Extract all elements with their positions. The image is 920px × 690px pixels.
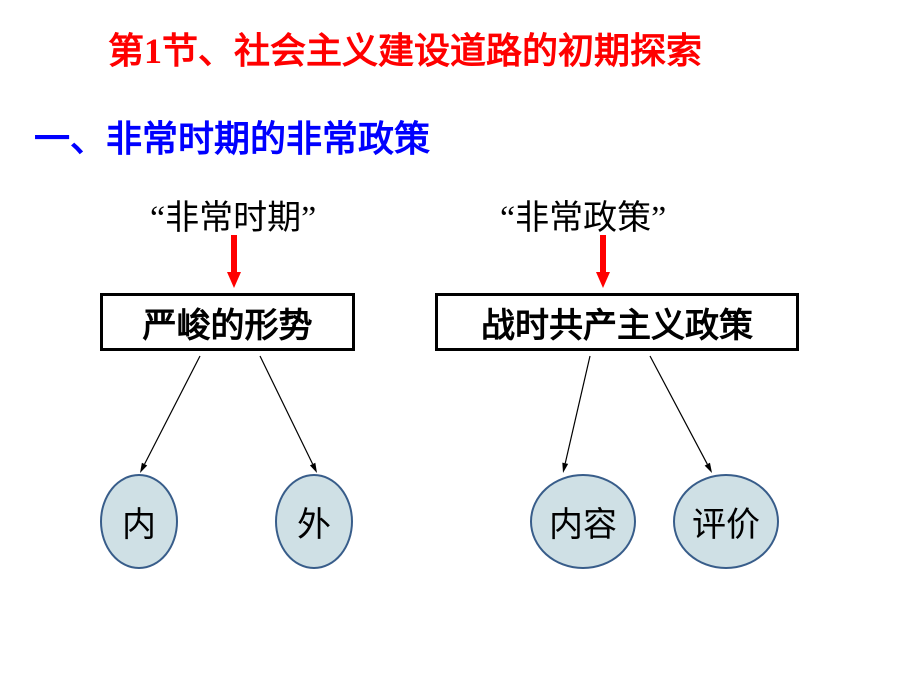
- arrows-layer: [0, 0, 920, 690]
